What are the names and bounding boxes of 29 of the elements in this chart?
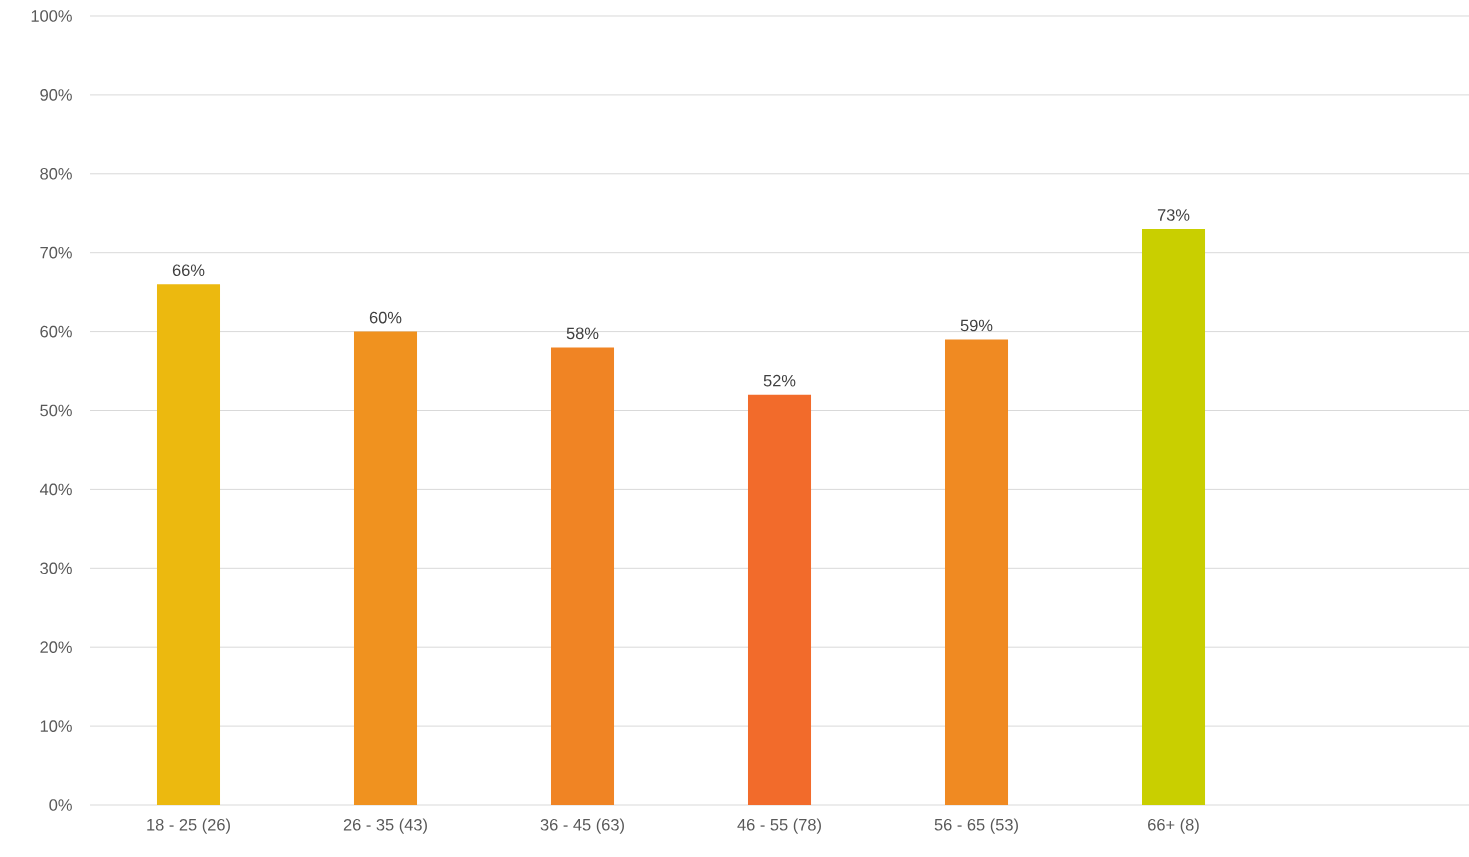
x-tick-label: 66+ (8)	[1148, 818, 1199, 834]
x-tick-label: 46 - 55 (78)	[737, 818, 821, 834]
y-tick-label: 70%	[40, 246, 72, 259]
data-label: 66%	[172, 264, 205, 277]
y-tick-label: 10%	[40, 720, 72, 732]
bar	[944, 339, 1009, 805]
y-tick-label: 20%	[40, 641, 72, 654]
x-tick-label: 26 - 35 (43)	[343, 818, 427, 834]
bar	[550, 347, 615, 805]
y-tick-label: 50%	[40, 404, 72, 417]
data-label: 60%	[369, 311, 402, 324]
x-tick-label: 18 - 25 (26)	[147, 818, 230, 834]
bar	[353, 331, 418, 805]
x-tick-label: 36 - 45 (63)	[540, 818, 624, 834]
y-tick-label: 80%	[40, 167, 72, 180]
y-tick-label: 30%	[40, 562, 72, 575]
data-label: 58%	[566, 327, 599, 340]
bar	[156, 284, 221, 805]
data-label: 59%	[960, 319, 993, 332]
bar	[1141, 229, 1206, 805]
x-tick-label: 56 - 65 (53)	[934, 818, 1018, 834]
bar	[747, 394, 812, 805]
data-label: 73%	[1157, 209, 1190, 221]
y-tick-label: 100%	[31, 10, 72, 22]
y-tick-label: 40%	[39, 483, 72, 496]
y-tick-label: 60%	[40, 325, 72, 338]
data-label: 52%	[763, 374, 796, 387]
y-tick-label: 90%	[40, 89, 72, 101]
y-tick-label: 0%	[49, 799, 72, 811]
